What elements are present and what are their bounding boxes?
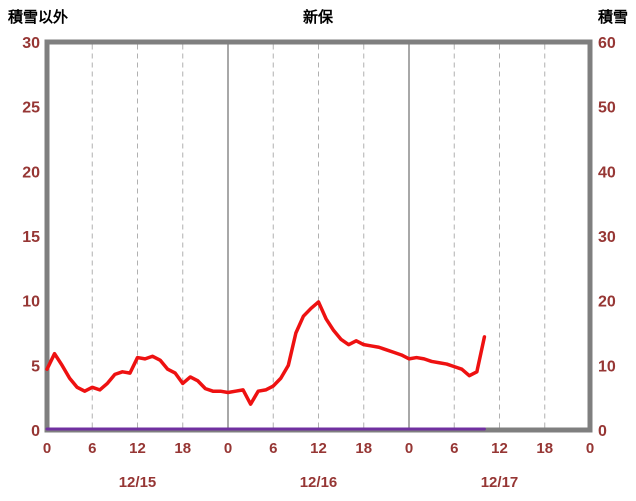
y-axis-left-tick-label: 25 <box>22 100 40 117</box>
x-axis-tick-label: 0 <box>224 440 232 457</box>
y-axis-left-tick-label: 0 <box>31 423 40 440</box>
x-axis-date-label: 12/17 <box>481 474 519 491</box>
left-axis-title: 積雪以外 <box>8 9 69 26</box>
y-axis-right-tick-label: 50 <box>598 100 616 117</box>
y-axis-left-tick-label: 10 <box>22 294 40 311</box>
y-axis-left-tick-label: 15 <box>22 229 40 246</box>
right-axis-title: 積雪 <box>597 9 628 26</box>
y-axis-left-tick-label: 5 <box>31 358 40 375</box>
x-axis-tick-label: 0 <box>405 440 413 457</box>
y-axis-right-tick-label: 60 <box>598 35 616 52</box>
x-axis-tick-label: 12 <box>310 440 327 457</box>
x-axis-tick-label: 0 <box>43 440 51 457</box>
y-axis-right-tick-label: 30 <box>598 229 616 246</box>
y-axis-right-tick-label: 0 <box>598 423 607 440</box>
x-axis-tick-label: 6 <box>450 440 458 457</box>
x-axis-tick-label: 12 <box>491 440 508 457</box>
series-line-0 <box>45 300 487 406</box>
x-axis-tick-label: 18 <box>174 440 191 457</box>
x-axis-tick-label: 18 <box>355 440 372 457</box>
y-axis-right-tick-label: 20 <box>598 294 616 311</box>
chart-header: 積雪以外 新保 積雪 <box>0 4 636 26</box>
y-axis-right-tick-label: 10 <box>598 358 616 375</box>
chart-title: 新保 <box>302 9 333 26</box>
y-axis-left-tick-label: 30 <box>22 35 40 52</box>
x-axis-tick-label: 12 <box>129 440 146 457</box>
x-axis-date-label: 12/16 <box>300 474 338 491</box>
x-axis-tick-label: 6 <box>88 440 96 457</box>
x-axis-tick-label: 6 <box>269 440 277 457</box>
y-axis-right-tick-label: 40 <box>598 164 616 181</box>
x-axis-tick-label: 0 <box>586 440 594 457</box>
x-axis-date-label: 12/15 <box>119 474 157 491</box>
y-axis-left-tick-label: 20 <box>22 164 40 181</box>
x-axis-tick-label: 18 <box>536 440 553 457</box>
